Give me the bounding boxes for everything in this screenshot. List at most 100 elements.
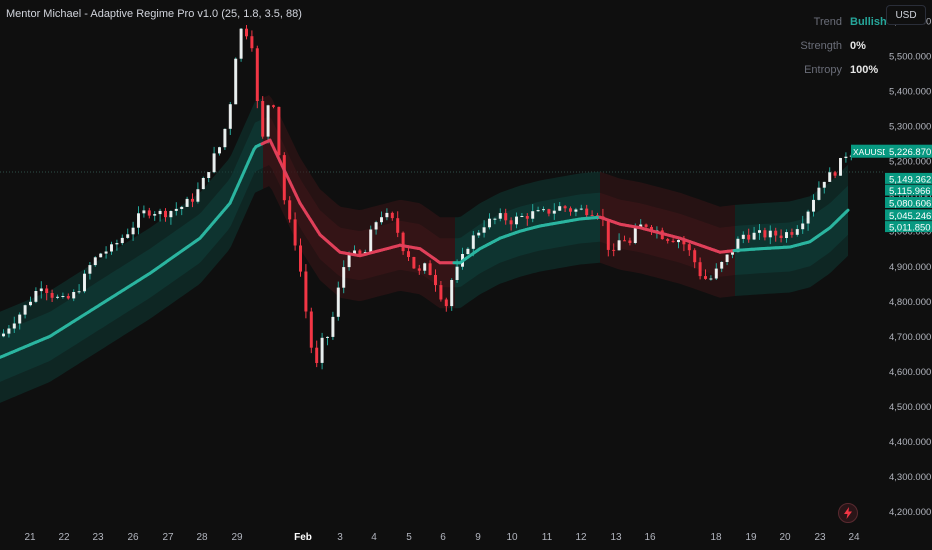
- price-tick-label: 4,200.000: [889, 507, 931, 518]
- candle-body: [88, 265, 92, 274]
- time-tick-label: 29: [231, 532, 243, 543]
- candle-body: [547, 209, 551, 214]
- last-price-label: 5,226.870: [889, 147, 931, 158]
- candle-body: [93, 257, 97, 266]
- time-tick-label: 27: [162, 532, 174, 543]
- candle-body: [709, 278, 713, 280]
- candle-body: [277, 106, 281, 156]
- candle-body: [196, 189, 200, 202]
- time-tick-label: 18: [710, 532, 722, 543]
- candle-body: [450, 280, 454, 307]
- candle-body: [169, 211, 173, 218]
- candle-body: [239, 28, 243, 59]
- candle-body: [531, 211, 535, 219]
- candle-body: [104, 251, 108, 254]
- candle-body: [50, 293, 54, 298]
- entropy-label: Entropy: [804, 64, 842, 76]
- adaptive-line: [0, 138, 850, 359]
- lightning-bolt-icon[interactable]: [838, 503, 858, 523]
- candle-body: [18, 314, 22, 324]
- time-tick-label: 23: [92, 532, 104, 543]
- candle-body: [7, 328, 11, 334]
- time-tick-label: 13: [610, 532, 622, 543]
- price-tick-label: 5,500.000: [889, 52, 931, 63]
- candle-body: [228, 104, 232, 129]
- time-tick-label: 10: [506, 532, 518, 543]
- band-price-tag: [885, 197, 932, 208]
- candle-body: [650, 227, 653, 232]
- candle-body: [628, 240, 632, 243]
- candle-body: [12, 323, 16, 329]
- candle-body: [245, 28, 248, 37]
- time-scale[interactable]: 21 22 23 26 27 28 29 Feb 3 4 5 6 9 10 11 12 13 16 18 19 20 23…: [0, 522, 885, 550]
- price-tick-label: 4,800.000: [889, 297, 931, 308]
- candle-body: [66, 296, 70, 299]
- candle-body: [801, 223, 805, 230]
- candle-body: [822, 181, 826, 188]
- candle-body: [590, 215, 594, 217]
- band-price-label: 5,115.966: [889, 186, 931, 197]
- candle-body: [714, 268, 718, 279]
- candle-body: [218, 147, 221, 154]
- candle-body: [180, 206, 184, 209]
- candle-body: [390, 212, 394, 219]
- price-chart[interactable]: XAUUSD: [0, 0, 885, 522]
- candle-body: [758, 230, 761, 233]
- candle-body: [61, 296, 65, 297]
- candle-body: [639, 224, 643, 229]
- candle-body: [812, 199, 815, 212]
- regime-band-bull: [455, 192, 600, 288]
- candle-body: [795, 229, 799, 235]
- candle-body: [191, 198, 194, 202]
- candle-body: [434, 275, 437, 286]
- candle-body: [779, 235, 783, 238]
- symbol-tag: [851, 144, 885, 158]
- candle-body: [439, 285, 443, 300]
- price-tick-label: 5,200.000: [889, 157, 931, 168]
- candle-body: [342, 267, 346, 288]
- candle-body: [477, 232, 481, 236]
- candle-body: [417, 268, 421, 271]
- candle-body: [687, 244, 691, 251]
- candle-body: [552, 210, 556, 214]
- candle-body: [147, 210, 151, 216]
- band-price-label: 5,080.606: [889, 199, 931, 210]
- candle-body: [585, 208, 589, 216]
- candle-body: [56, 296, 59, 298]
- price-tick-label: 5,300.000: [889, 122, 931, 133]
- candle-body: [207, 172, 211, 178]
- candle-body: [596, 215, 599, 217]
- regime-row-trend: Trend Bullish: [800, 10, 887, 34]
- regime-bands: [0, 95, 848, 403]
- band-price-label: 5,045.246: [889, 211, 931, 222]
- candle-body: [520, 216, 524, 217]
- candle-body: [666, 239, 670, 241]
- indicator-title[interactable]: Mentor Michael - Adaptive Regime Pro v1.…: [6, 8, 302, 20]
- time-tick-label: 19: [745, 532, 757, 543]
- candle-body: [612, 249, 616, 251]
- time-tick-label: 4: [371, 532, 377, 543]
- candle-body: [671, 240, 675, 242]
- currency-button[interactable]: USD: [886, 5, 926, 25]
- candle-body: [315, 347, 319, 363]
- candle-body: [623, 240, 626, 242]
- candle-body: [282, 155, 286, 201]
- candle-body: [34, 291, 38, 302]
- price-tick-label: 4,300.000: [889, 472, 931, 483]
- candle-body: [99, 253, 103, 258]
- regime-row-entropy: Entropy 100%: [800, 58, 884, 82]
- price-tick-label: 5,000.000: [889, 227, 931, 238]
- price-tick-label: 4,900.000: [889, 262, 931, 273]
- candle-body: [482, 227, 486, 233]
- candle-body: [320, 337, 324, 363]
- price-scale[interactable]: 5,600.0005,500.0005,400.0005,300.0005,20…: [885, 0, 932, 522]
- candle-body: [828, 172, 832, 182]
- candle-body: [682, 240, 686, 245]
- candle-body: [299, 245, 302, 272]
- candle-body: [336, 287, 340, 317]
- candle-body: [844, 156, 848, 158]
- candle-body: [142, 210, 146, 214]
- price-tick-label: 4,500.000: [889, 402, 931, 413]
- candle-body: [401, 232, 405, 252]
- candle-body: [542, 209, 545, 211]
